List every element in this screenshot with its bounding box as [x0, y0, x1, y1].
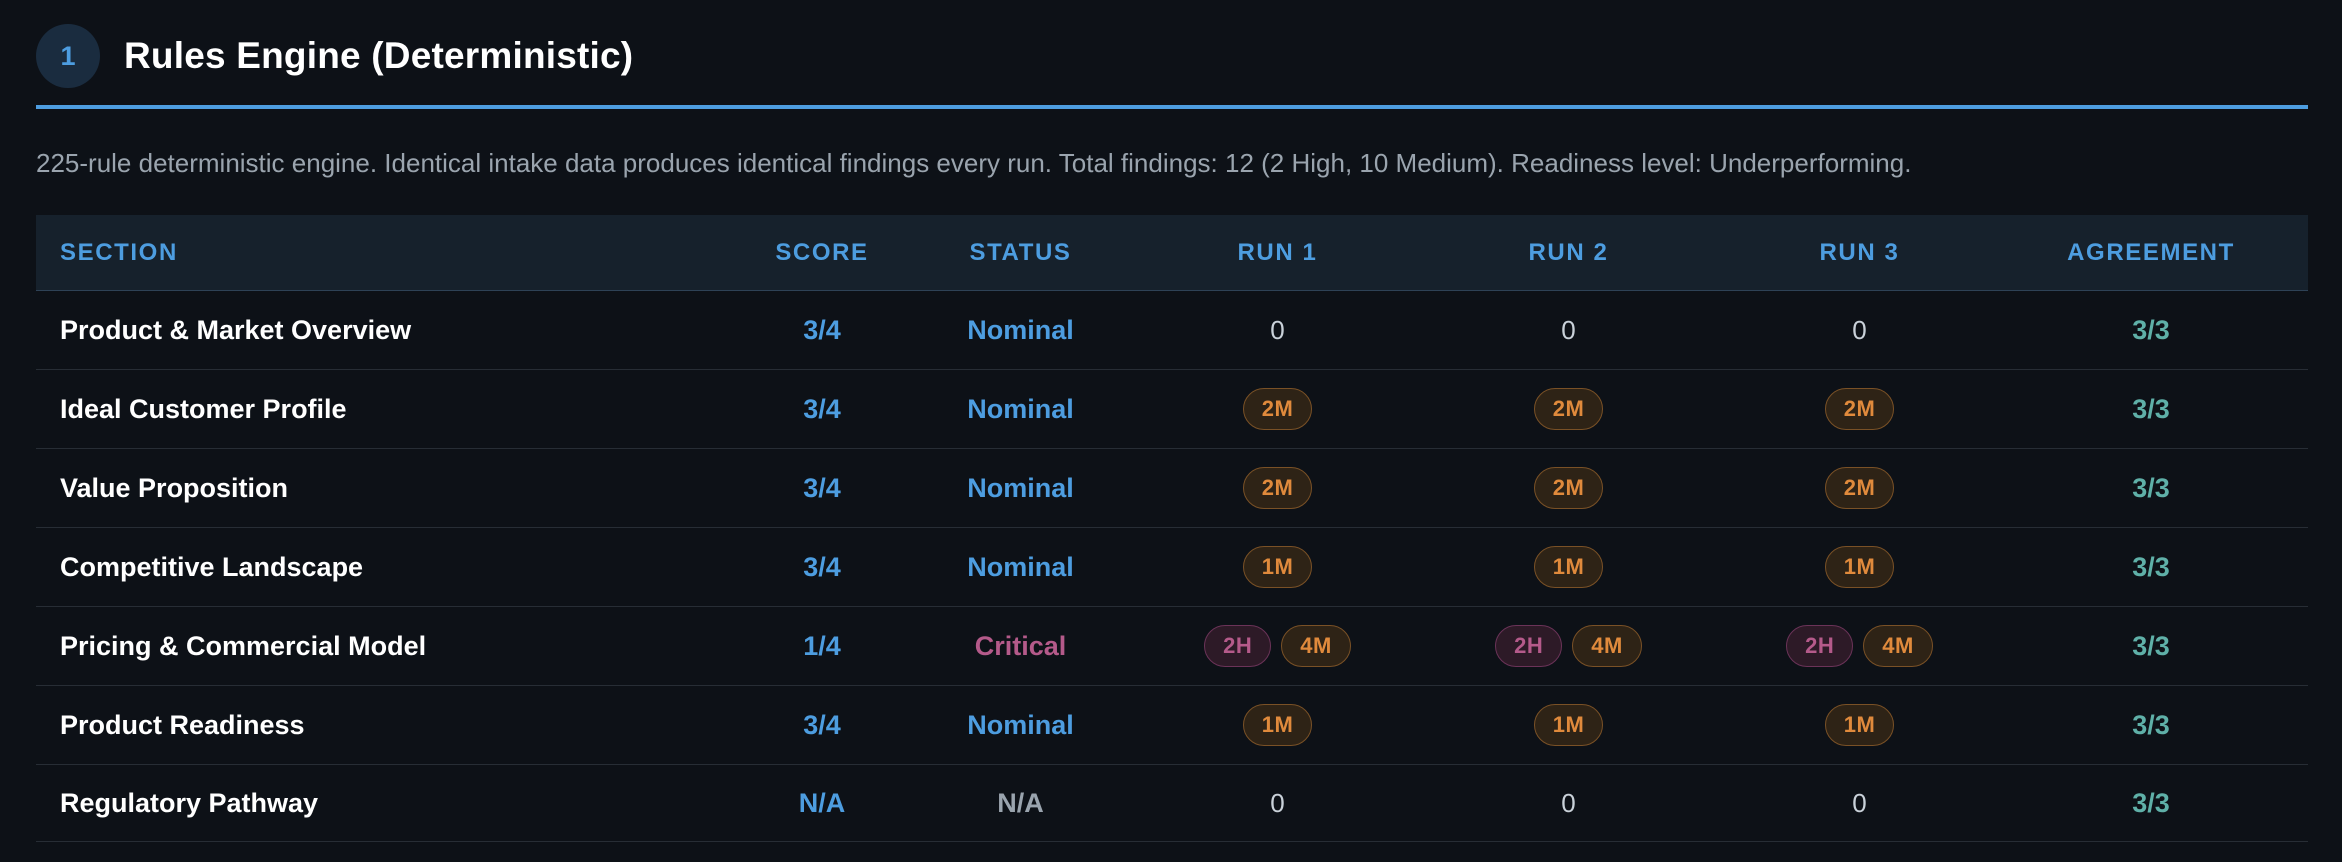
run-2-findings: 2M: [1423, 388, 1714, 430]
run-3-findings: 1M: [1714, 704, 2005, 746]
section-description: 225-rule deterministic engine. Identical…: [36, 148, 1912, 178]
medium-findings-badge: 1M: [1824, 546, 1895, 588]
agreement-value: 3/3: [2132, 630, 2170, 661]
medium-findings-badge: 2M: [1824, 388, 1895, 430]
section-score: 3/4: [803, 472, 841, 503]
agreement-value: 3/3: [2132, 787, 2170, 818]
section-name: Pricing & Commercial Model: [60, 630, 427, 661]
section-name: Regulatory Pathway: [60, 787, 319, 818]
run-1-findings: 1M: [1132, 704, 1423, 746]
table-row: Product Readiness 3/4 Nominal 1M 1M 1M 3/3: [36, 686, 2308, 765]
findings-table: SECTION SCORE STATUS RUN 1 RUN 2 RUN 3 A…: [36, 215, 2308, 842]
column-header-run-2: RUN 2: [1528, 238, 1609, 266]
section-header: 1 Rules Engine (Deterministic): [36, 24, 2308, 88]
medium-findings-badge: 1M: [1533, 546, 1604, 588]
section-name: Value Proposition: [60, 472, 289, 503]
run-1-findings: 2M: [1132, 388, 1423, 430]
medium-findings-badge: 2M: [1533, 388, 1604, 430]
rules-engine-panel: 1 Rules Engine (Deterministic) 225-rule …: [36, 24, 2308, 842]
zero-findings: 0: [1561, 787, 1576, 818]
medium-findings-badge: 1M: [1824, 704, 1895, 746]
run-2-findings: 2M: [1423, 467, 1714, 509]
medium-findings-badge: 2M: [1242, 388, 1313, 430]
run-3-findings: 0: [1714, 315, 2005, 346]
zero-findings: 0: [1852, 314, 1867, 345]
table-row: Value Proposition 3/4 Nominal 2M 2M 2M 3/3: [36, 449, 2308, 528]
medium-findings-badge: 1M: [1242, 546, 1313, 588]
run-3-findings: 2H 4M: [1714, 625, 2005, 667]
section-name: Competitive Landscape: [60, 551, 364, 582]
zero-findings: 0: [1270, 787, 1285, 818]
status-label: N/A: [997, 787, 1044, 818]
run-1-findings: 1M: [1132, 546, 1423, 588]
section-score: 3/4: [803, 551, 841, 582]
zero-findings: 0: [1270, 314, 1285, 345]
run-2-findings: 2H 4M: [1423, 625, 1714, 667]
medium-findings-badge: 2M: [1242, 467, 1313, 509]
status-label: Nominal: [967, 472, 1074, 503]
table-row: Competitive Landscape 3/4 Nominal 1M 1M 1M 3/3: [36, 528, 2308, 607]
medium-findings-badge: 1M: [1533, 704, 1604, 746]
column-header-section: SECTION: [60, 238, 178, 266]
section-title: Rules Engine (Deterministic): [124, 35, 634, 76]
agreement-value: 3/3: [2132, 393, 2170, 424]
table-header-row: SECTION SCORE STATUS RUN 1 RUN 2 RUN 3 A…: [36, 215, 2308, 291]
column-header-score: SCORE: [775, 238, 869, 266]
column-header-run-1: RUN 1: [1237, 238, 1318, 266]
medium-findings-badge: 4M: [1863, 625, 1933, 667]
header-divider: [36, 105, 2308, 109]
table-row: Regulatory Pathway N/A N/A 0 0 0 3/3: [36, 765, 2308, 842]
table-row: Pricing & Commercial Model 1/4 Critical 2H 4…: [36, 607, 2308, 686]
step-number-badge: 1: [36, 24, 100, 88]
column-header-agreement: AGREEMENT: [2067, 238, 2235, 266]
column-header-status: STATUS: [969, 238, 1072, 266]
table-row: Ideal Customer Profile 3/4 Nominal 2M 2M 2M 3/…: [36, 370, 2308, 449]
agreement-value: 3/3: [2132, 472, 2170, 503]
high-findings-badge: 2H: [1495, 625, 1563, 667]
agreement-value: 3/3: [2132, 709, 2170, 740]
agreement-value: 3/3: [2132, 314, 2170, 345]
section-name: Product Readiness: [60, 709, 305, 740]
run-1-findings: 0: [1132, 315, 1423, 346]
run-2-findings: 0: [1423, 315, 1714, 346]
run-2-findings: 0: [1423, 788, 1714, 819]
zero-findings: 0: [1561, 314, 1576, 345]
section-score: 3/4: [803, 393, 841, 424]
high-findings-badge: 2H: [1786, 625, 1854, 667]
run-3-findings: 0: [1714, 788, 2005, 819]
section-score: 1/4: [803, 630, 841, 661]
section-score: 3/4: [803, 314, 841, 345]
medium-findings-badge: 2M: [1824, 467, 1895, 509]
run-3-findings: 1M: [1714, 546, 2005, 588]
table-row: Product & Market Overview 3/4 Nominal 0 0 0 3/…: [36, 291, 2308, 370]
section-name: Product & Market Overview: [60, 314, 412, 345]
status-label: Nominal: [967, 709, 1074, 740]
medium-findings-badge: 4M: [1281, 625, 1351, 667]
status-label: Nominal: [967, 393, 1074, 424]
run-1-findings: 0: [1132, 788, 1423, 819]
high-findings-badge: 2H: [1204, 625, 1272, 667]
table-body: Product & Market Overview 3/4 Nominal 0 0 0 3/…: [36, 291, 2308, 842]
medium-findings-badge: 4M: [1572, 625, 1642, 667]
section-score: N/A: [798, 787, 846, 818]
run-2-findings: 1M: [1423, 546, 1714, 588]
column-header-run-3: RUN 3: [1819, 238, 1900, 266]
section-score: 3/4: [803, 709, 841, 740]
zero-findings: 0: [1852, 787, 1867, 818]
status-label: Nominal: [967, 314, 1074, 345]
run-1-findings: 2H 4M: [1132, 625, 1423, 667]
run-3-findings: 2M: [1714, 388, 2005, 430]
medium-findings-badge: 2M: [1533, 467, 1604, 509]
run-1-findings: 2M: [1132, 467, 1423, 509]
status-label: Critical: [974, 630, 1067, 661]
run-2-findings: 1M: [1423, 704, 1714, 746]
agreement-value: 3/3: [2132, 551, 2170, 582]
status-label: Nominal: [967, 551, 1074, 582]
section-name: Ideal Customer Profile: [60, 393, 347, 424]
medium-findings-badge: 1M: [1242, 704, 1313, 746]
run-3-findings: 2M: [1714, 467, 2005, 509]
